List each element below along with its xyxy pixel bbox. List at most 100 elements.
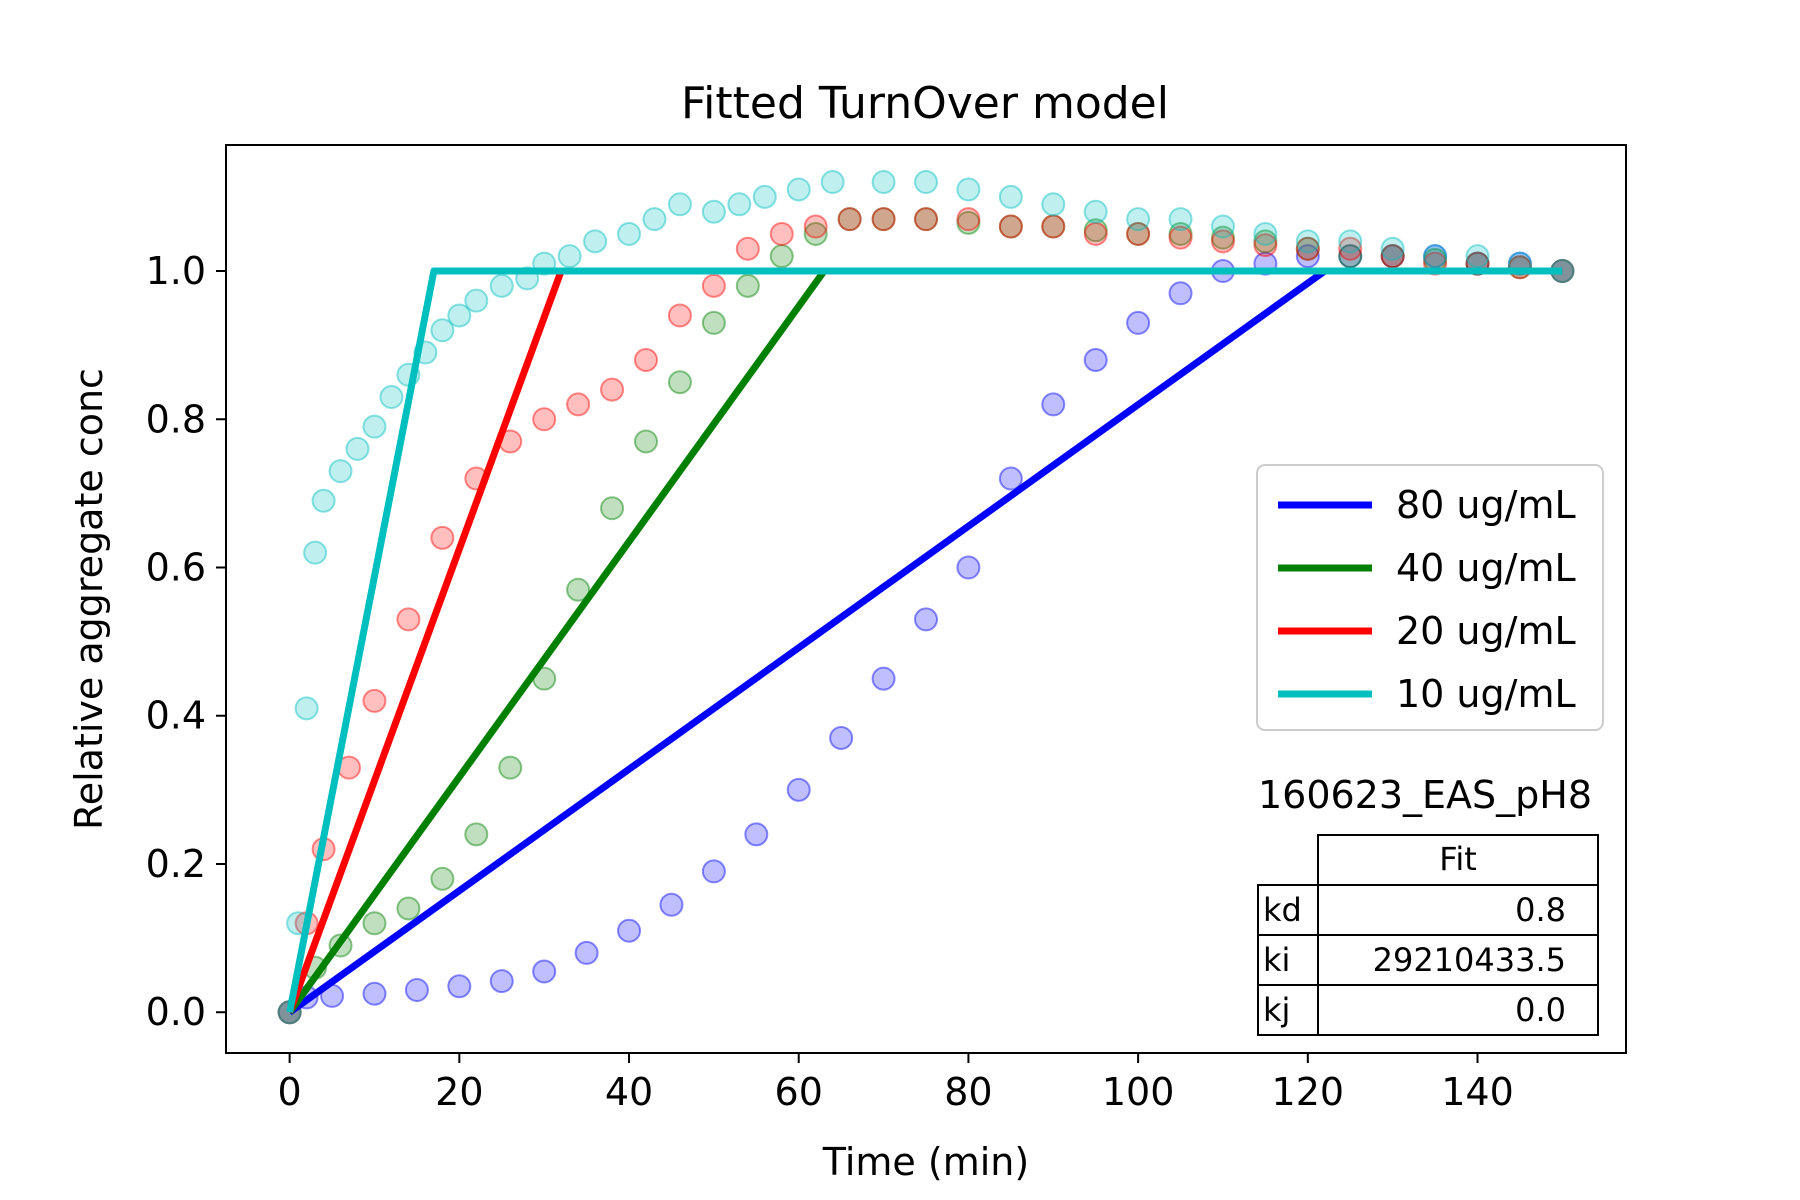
data-point [489,969,514,994]
x-tick-label: 40 [605,1070,653,1114]
data-point [634,429,658,454]
x-tick-label: 80 [944,1070,992,1114]
table-row-value: 29210433.5 [1373,941,1566,979]
legend-box [1256,464,1604,731]
data-point [1168,221,1193,246]
data-point [1338,229,1363,254]
data-point [464,822,489,847]
data-point [600,496,625,521]
data-point [956,555,981,580]
data-point [1210,229,1235,254]
data-point [464,288,489,313]
data-point [667,192,692,217]
data-point [735,273,760,298]
data-point [701,310,726,335]
data-point [914,207,938,232]
x-tick-label: 100 [1102,1070,1175,1114]
legend: 80 ug/mL 40 ug/mL 20 ug/mL 10 ug/mL [1256,464,1604,731]
data-point [430,525,455,550]
data-point [871,207,896,232]
x-tick-label: 0 [278,1070,302,1114]
series-fit-line-3 [286,267,1563,1013]
table-row-value: 0.8 [1515,891,1566,929]
data-point [1168,207,1193,232]
data-point [574,940,599,965]
data-point [1168,225,1193,250]
table-row-label: kd [1263,891,1302,929]
data-point [1083,218,1108,243]
data-point [837,207,862,232]
data-point [1465,244,1490,269]
data-point [752,184,777,209]
data-point [1295,229,1320,254]
data-point [566,392,591,417]
data-point [998,214,1023,239]
data-point [583,229,608,254]
data-point [362,414,387,439]
data-point [1295,236,1320,261]
data-point [727,192,752,217]
data-point [303,540,328,565]
data-point [566,577,591,602]
data-point [1295,244,1320,269]
data-point [1380,244,1405,269]
data-point [404,977,429,1002]
data-point [735,236,760,261]
data-point [871,207,896,232]
data-point [659,892,684,917]
data-point [1423,244,1448,269]
data-point [701,199,726,224]
data-point [667,303,692,328]
data-point [1253,221,1278,246]
data-point [998,184,1023,209]
y-axis: 0.0 0.2 0.4 0.6 0.8 1.0 [146,249,226,1034]
data-point [1041,214,1066,239]
data-point [1380,236,1405,261]
data-point [447,974,472,999]
data-point [769,244,794,269]
data-point [829,725,854,750]
x-tick-label: 60 [775,1070,823,1114]
data-point [311,488,336,513]
data-point [362,688,387,713]
data-point [362,911,387,936]
data-point [362,981,387,1006]
data-point [1380,244,1405,269]
data-point [1338,244,1363,269]
y-tick-label: 0.4 [146,694,206,738]
x-axis-label: Time (min) [822,1140,1029,1184]
data-point [498,755,523,780]
series-points-0 [277,244,1575,1025]
data-point [667,370,692,395]
table-row-label: kj [1263,991,1290,1029]
data-point [1041,192,1066,217]
data-point [1253,229,1278,254]
x-tick-label: 140 [1441,1070,1514,1114]
data-point [744,822,769,847]
data-point [345,436,370,461]
table-row-value-cell [1317,984,1599,1036]
x-tick-label: 20 [435,1070,483,1114]
data-point [1380,244,1405,269]
data-point [871,170,896,195]
data-point [1083,199,1108,224]
data-point [956,207,981,232]
chart-title: Fitted TurnOver model [681,78,1169,129]
data-point [1126,221,1151,246]
data-point [1253,233,1278,258]
legend-label: 20 ug/mL [1396,609,1576,653]
data-point [998,466,1023,491]
data-point [634,347,658,372]
data-point [786,777,811,802]
data-point [998,214,1023,239]
data-point [328,459,353,484]
y-tick-label: 0.8 [146,397,206,441]
data-point [956,177,981,202]
data-point [642,207,667,232]
y-tick-label: 0.2 [146,842,206,886]
data-point [396,607,421,632]
y-axis-label: Relative aggregate conc [67,368,111,830]
data-point [379,385,404,410]
y-tick-label: 1.0 [146,249,206,293]
